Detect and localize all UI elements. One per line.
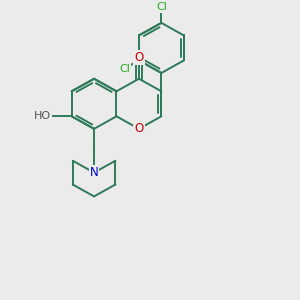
Text: Cl: Cl — [119, 64, 130, 74]
Text: O: O — [134, 122, 144, 135]
Text: Cl: Cl — [156, 2, 167, 12]
Text: N: N — [90, 166, 98, 179]
Text: O: O — [134, 51, 144, 64]
Text: HO: HO — [34, 111, 51, 121]
